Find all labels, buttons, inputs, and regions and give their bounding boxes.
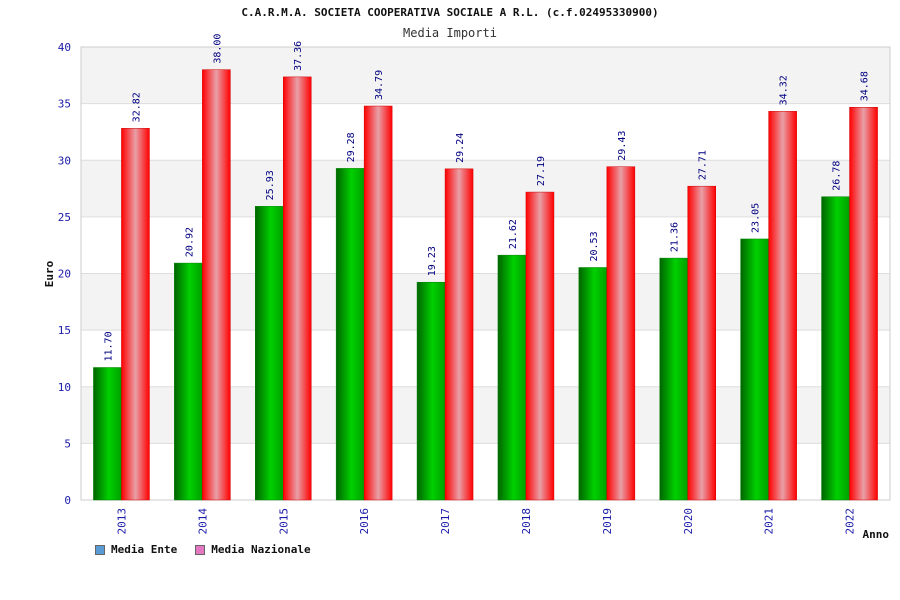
data-label-media-ente: 25.93 [265,170,276,200]
y-tick-label: 0 [64,494,71,507]
y-tick-label: 35 [58,98,71,111]
data-label-media-ente: 23.05 [751,203,762,233]
data-label-media-nazionale: 32.82 [131,92,142,122]
data-label-media-ente: 21.62 [508,219,519,249]
y-tick-label: 10 [58,381,71,394]
data-label-media-ente: 29.28 [346,132,357,162]
bar-media-nazionale [283,76,312,501]
bar-media-nazionale [687,185,716,501]
bar-media-ente [174,262,203,501]
x-tick-label: 2015 [277,508,290,535]
legend-swatch-media-nazionale [195,544,206,555]
bar-media-nazionale [444,168,474,501]
bar-media-nazionale [525,191,555,501]
bar-media-nazionale [849,106,878,501]
bar-media-nazionale [121,128,150,501]
legend: Media Ente Media Nazionale [95,543,311,556]
y-tick-label: 5 [64,437,71,450]
y-tick-label: 30 [58,154,71,167]
y-tick-label: 40 [58,41,71,54]
data-label-media-nazionale: 29.43 [617,131,628,161]
bar-media-nazionale [768,111,797,501]
legend-label-media-ente: Media Ente [111,543,178,556]
data-label-media-nazionale: 37.36 [293,41,304,71]
bar-media-ente [497,254,527,501]
x-axis-label: Anno [863,528,890,541]
bar-media-ente [821,196,850,501]
bar-media-ente [416,281,446,501]
x-tick-label: 2020 [682,508,695,535]
data-label-media-ente: 26.78 [832,161,843,191]
data-label-media-ente: 20.53 [589,231,600,261]
data-label-media-nazionale: 34.68 [860,71,871,101]
data-label-media-ente: 21.36 [670,222,681,252]
data-label-media-nazionale: 34.32 [779,75,790,105]
x-tick-label: 2022 [844,508,857,535]
bar-media-ente [659,257,688,501]
data-label-media-nazionale: 27.19 [536,156,547,186]
data-label-media-nazionale: 34.79 [374,70,385,100]
x-tick-label: 2016 [358,508,371,535]
x-tick-label: 2018 [520,508,533,535]
y-tick-label: 25 [58,211,71,224]
y-tick-label: 20 [58,268,71,281]
y-axis-label: Euro [43,260,56,287]
x-tick-label: 2014 [196,508,209,535]
chart-subtitle: Media Importi [403,26,497,40]
chart-title: C.A.R.M.A. SOCIETA COOPERATIVA SOCIALE A… [241,6,659,19]
bar-media-ente [740,238,769,501]
data-label-media-ente: 19.23 [427,246,438,276]
legend-swatch-media-ente [95,544,105,555]
x-tick-label: 2013 [115,508,128,535]
x-tick-label: 2021 [763,508,776,535]
x-tick-label: 2017 [439,508,452,535]
bar-media-ente [335,168,365,501]
x-tick-label: 2019 [601,508,614,535]
bar-media-ente [578,267,608,501]
legend-item-media-nazionale: Media Nazionale [195,543,311,556]
bar-media-nazionale [606,166,636,501]
data-label-media-ente: 11.70 [103,331,114,361]
data-label-media-nazionale: 29.24 [455,133,466,163]
data-label-media-ente: 20.92 [184,227,195,257]
legend-item-media-ente: Media Ente [95,543,177,556]
data-label-media-nazionale: 38.00 [212,34,223,64]
y-tick-label: 15 [58,324,71,337]
legend-label-media-nazionale: Media Nazionale [211,543,311,556]
bar-media-nazionale [202,69,231,501]
plot-border [80,46,891,501]
bar-media-ente [93,367,122,501]
bar-media-nazionale [363,105,393,501]
data-label-media-nazionale: 27.71 [698,150,709,180]
bar-media-ente [255,206,284,501]
